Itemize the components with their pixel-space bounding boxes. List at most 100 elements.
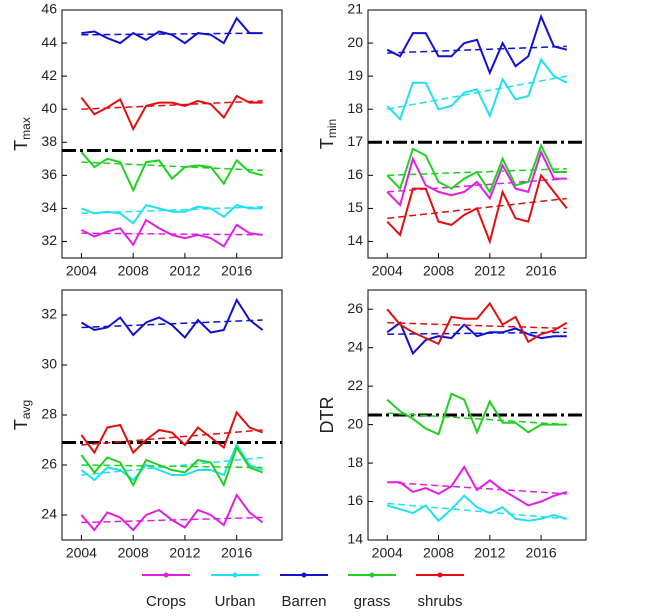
trend-line <box>387 502 567 520</box>
y-tick-label: 16 <box>347 166 363 182</box>
y-axis-label-main: T <box>11 140 31 151</box>
x-tick-label: 2004 <box>66 263 97 279</box>
series-line <box>80 410 263 455</box>
y-tick-label: 32 <box>41 306 57 322</box>
series-line <box>386 57 568 121</box>
legend-marker <box>163 572 169 578</box>
plot-frame <box>61 9 283 259</box>
legend-label: Barren <box>281 593 326 610</box>
y-axis-label: Tmax <box>11 117 33 151</box>
trend-line <box>387 45 567 54</box>
y-tick-label: 44 <box>41 34 57 50</box>
series-line <box>80 94 263 132</box>
series-line <box>81 16 263 45</box>
trend-line <box>81 205 263 215</box>
series-line <box>80 151 263 193</box>
series-line <box>80 297 264 340</box>
y-tick-label: 46 <box>41 1 57 17</box>
y-axis-label-sub: max <box>19 117 33 140</box>
x-tick-label: 2008 <box>423 263 454 279</box>
y-tick-label: 14 <box>347 232 363 248</box>
x-tick-label: 2008 <box>118 545 149 561</box>
y-tick-label: 18 <box>347 100 363 116</box>
y-tick-label: 38 <box>41 133 57 149</box>
y-axis-label: Tmin <box>317 119 339 149</box>
y-tick-label: 22 <box>347 377 363 393</box>
series-line <box>386 149 567 208</box>
x-tick-label: 2016 <box>221 545 252 561</box>
series-line <box>386 143 567 195</box>
y-tick-label: 14 <box>347 531 363 547</box>
y-tick-label: 17 <box>347 133 363 149</box>
y-axis-label-sub: avg <box>19 400 33 419</box>
series-line <box>386 392 567 436</box>
y-tick-label: 32 <box>41 232 57 248</box>
legend-label: grass <box>354 593 391 610</box>
x-tick-label: 2004 <box>372 545 403 561</box>
x-tick-label: 2012 <box>474 263 505 279</box>
y-axis-label: DTR <box>317 397 337 434</box>
y-tick-label: 36 <box>41 166 57 182</box>
x-tick-label: 2016 <box>526 545 557 561</box>
x-tick-label: 2016 <box>526 263 557 279</box>
series-line <box>80 445 263 488</box>
x-tick-label: 2008 <box>423 545 454 561</box>
y-tick-label: 16 <box>347 492 363 508</box>
trend-line <box>387 75 567 110</box>
trend-line <box>81 161 263 172</box>
trend-line <box>81 429 263 446</box>
series-line <box>80 218 263 248</box>
legend-label: Urban <box>215 593 256 610</box>
series-line <box>386 173 568 245</box>
series-line <box>386 321 567 356</box>
x-tick-label: 2012 <box>169 263 200 279</box>
trend-line <box>387 331 567 335</box>
y-tick-label: 18 <box>347 454 363 470</box>
y-tick-label: 40 <box>41 100 57 116</box>
series-line <box>386 301 568 346</box>
y-axis-label: Tavg <box>11 400 33 430</box>
legend-marker <box>232 572 238 578</box>
y-axis-label-sub: min <box>325 119 339 138</box>
trend-line <box>81 319 263 329</box>
y-tick-label: 42 <box>41 67 57 83</box>
y-tick-label: 21 <box>347 1 363 17</box>
x-tick-label: 2012 <box>169 545 200 561</box>
trend-line <box>81 100 263 110</box>
x-tick-label: 2012 <box>474 545 505 561</box>
y-tick-label: 20 <box>347 34 363 50</box>
x-tick-label: 2008 <box>118 263 149 279</box>
y-tick-label: 26 <box>347 300 363 316</box>
trend-line <box>387 177 567 193</box>
trend-line <box>81 464 263 469</box>
y-tick-label: 26 <box>41 456 57 472</box>
legend-label: shrubs <box>417 593 462 610</box>
x-tick-label: 2016 <box>221 263 252 279</box>
y-tick-label: 20 <box>347 415 363 431</box>
series-line <box>80 442 263 482</box>
series-line <box>81 203 263 225</box>
series-line <box>387 464 568 507</box>
y-tick-label: 15 <box>347 199 363 215</box>
trend-line <box>387 321 567 330</box>
x-tick-label: 2004 <box>372 263 403 279</box>
y-tick-label: 24 <box>347 338 363 354</box>
y-tick-label: 28 <box>41 406 57 422</box>
series-line <box>80 493 264 532</box>
trend-line <box>387 412 567 426</box>
y-axis-label-main: T <box>11 419 31 430</box>
y-axis-label-main: DTR <box>317 397 337 434</box>
series-line <box>386 494 568 523</box>
y-tick-label: 34 <box>41 199 57 215</box>
legend-marker <box>301 572 307 578</box>
y-tick-label: 30 <box>41 356 57 372</box>
legend-marker <box>437 572 443 578</box>
legend-marker <box>369 572 375 578</box>
y-tick-label: 19 <box>347 67 363 83</box>
y-axis-label-main: T <box>317 138 337 149</box>
plot-frame <box>367 9 587 259</box>
x-tick-label: 2004 <box>66 545 97 561</box>
y-tick-label: 24 <box>41 506 57 522</box>
legend-label: Crops <box>146 593 186 610</box>
